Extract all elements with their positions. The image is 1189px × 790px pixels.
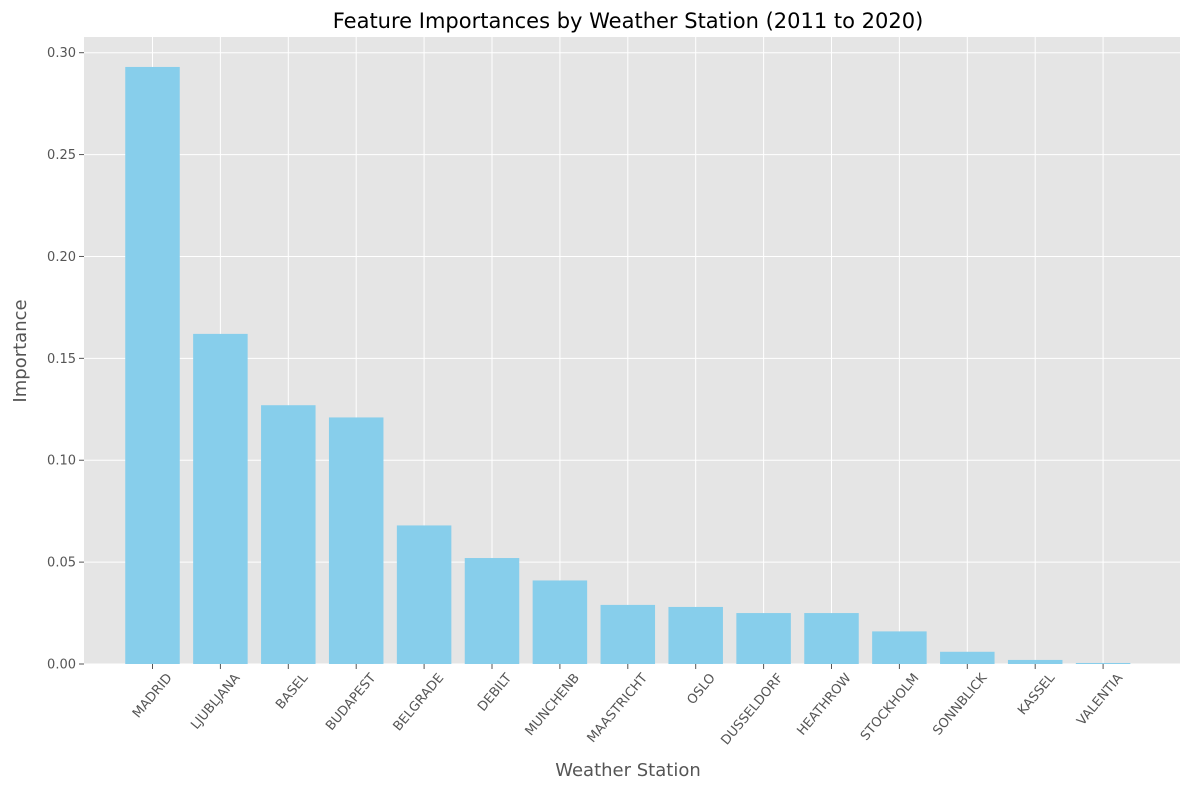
x-tick-label: DEBILT — [475, 671, 515, 715]
y-tick-label: 0.30 — [47, 46, 76, 61]
x-tick-label: VALENTIA — [1074, 671, 1126, 729]
bar-basel — [261, 405, 316, 664]
bar-budapest — [328, 417, 384, 664]
bar-ljubljana — [193, 333, 248, 664]
y-tick-label: 0.15 — [47, 352, 76, 367]
y-axis-ticks: 0.00 0.05 0.10 0.15 0.20 0.25 0.30 — [47, 46, 84, 673]
bars — [125, 66, 1131, 665]
x-tick-label: LJUBLJANA — [188, 671, 243, 733]
grid-lines — [84, 37, 1180, 665]
x-tick-label: BASEL — [273, 670, 312, 712]
x-tick-label: OSLO — [684, 671, 718, 708]
bar-belgrade — [396, 525, 452, 664]
plot-area — [84, 37, 1180, 664]
chart-title: Feature Importances by Weather Station (… — [333, 9, 924, 33]
bar-valentia — [1075, 662, 1131, 664]
bar-dusseldorf — [736, 613, 791, 664]
y-tick-label: 0.20 — [47, 250, 76, 265]
bar-oslo — [668, 606, 723, 664]
bar-sonnblick — [940, 651, 995, 664]
x-tick-label: MUNCHENB — [523, 671, 583, 739]
x-tick-label: KASSEL — [1015, 670, 1059, 718]
x-tick-label: BELGRADE — [391, 671, 448, 734]
x-tick-label: STOCKHOLM — [858, 671, 923, 744]
bar-madrid — [125, 66, 180, 665]
x-tick-label: HEATHROW — [794, 671, 854, 739]
y-tick-label: 0.00 — [47, 658, 76, 673]
y-tick-label: 0.10 — [47, 454, 76, 469]
bar-kassel — [1007, 659, 1063, 664]
x-axis-ticks: MADRID LJUBLJANA BASEL BUDAPEST BELGRADE DEBI… — [130, 664, 1126, 748]
y-axis-label: Importance — [10, 299, 31, 402]
x-tick-label: BUDAPEST — [323, 671, 379, 734]
x-tick-label: SONNBLICK — [930, 671, 990, 739]
bar-stockholm — [872, 631, 927, 664]
x-axis-label: Weather Station — [555, 760, 701, 781]
x-tick-label: MAASTRICHT — [585, 671, 651, 746]
bar-munchenb — [532, 580, 588, 664]
y-tick-label: 0.05 — [47, 556, 76, 571]
x-tick-label: MADRID — [130, 671, 176, 721]
bar-maastricht — [600, 604, 656, 664]
bar-debilt — [464, 558, 520, 664]
bar-heathrow — [804, 613, 859, 664]
y-tick-label: 0.25 — [47, 148, 76, 163]
x-tick-label: DUSSELDORF — [718, 671, 786, 748]
